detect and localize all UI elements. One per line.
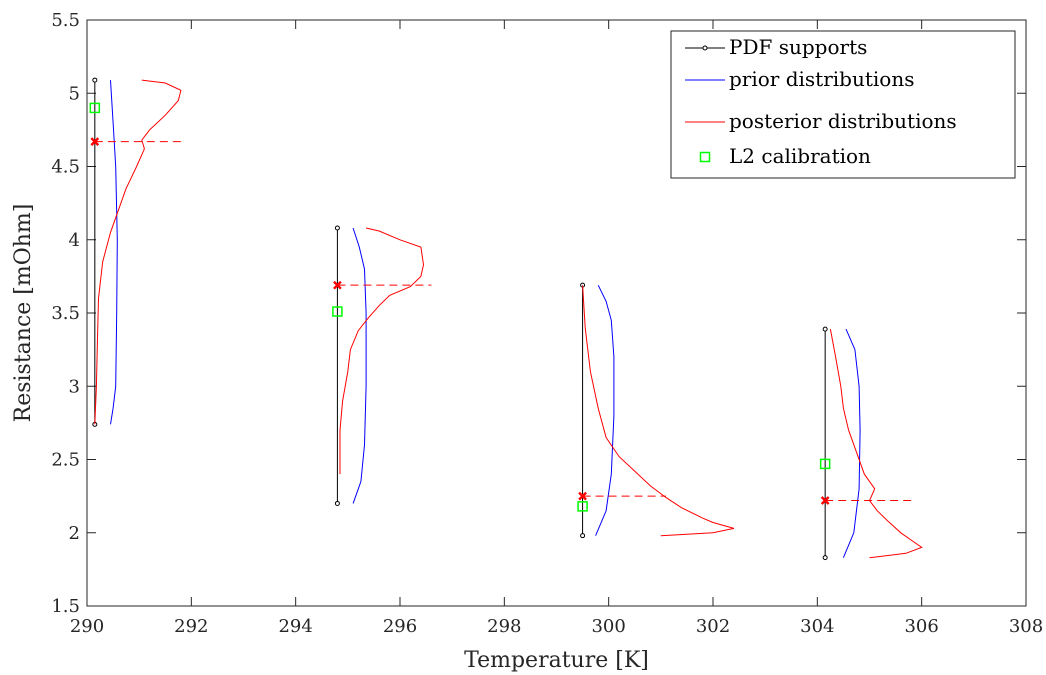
l2-calibration-marker bbox=[819, 458, 831, 470]
legend-label: prior distributions bbox=[729, 67, 914, 91]
x-tick-label: 306 bbox=[904, 616, 938, 637]
prior-distribution-line bbox=[595, 284, 615, 536]
x-tick-label: 298 bbox=[487, 616, 521, 637]
legend-label: L2 calibration bbox=[729, 144, 871, 168]
legend-item-3: posterior distributions bbox=[685, 109, 957, 133]
y-axis-title: Resistance [mOhm] bbox=[11, 204, 36, 423]
prior-distribution-line bbox=[110, 80, 118, 425]
y-tick-label: 4.5 bbox=[51, 157, 80, 178]
x-tick-label: 302 bbox=[696, 616, 730, 637]
posterior-map-marker bbox=[90, 137, 100, 146]
y-tick-label: 2 bbox=[69, 523, 80, 544]
y-axis: 1.5 2 2.5 3 3.5 4 4.5 5 5.5 bbox=[51, 10, 1026, 617]
legend-item-4: L2 calibration bbox=[699, 144, 871, 168]
pdf-support-endpoint bbox=[822, 555, 828, 561]
posterior-distribution-line bbox=[339, 227, 425, 475]
legend: PDF supports prior distributions posterior… bbox=[670, 30, 1016, 179]
posterior-distribution-line bbox=[94, 79, 182, 425]
posterior-distribution-line bbox=[829, 329, 923, 559]
y-tick-label: 2.5 bbox=[51, 450, 80, 471]
pdf-support-endpoint bbox=[92, 77, 98, 83]
distribution-group-1 bbox=[89, 77, 182, 427]
y-tick-label: 1.5 bbox=[51, 596, 80, 617]
x-axis-title: Temperature [K] bbox=[464, 648, 649, 673]
plot-frame bbox=[86, 19, 1027, 607]
y-tick-label: 3.5 bbox=[51, 303, 80, 324]
y-tick-label: 3 bbox=[69, 376, 80, 397]
legend-item-1: PDF supports bbox=[685, 35, 867, 59]
x-tick-label: 294 bbox=[278, 616, 312, 637]
x-tick-label: 296 bbox=[383, 616, 417, 637]
y-tick-label: 4 bbox=[69, 230, 80, 251]
legend-swatch bbox=[699, 151, 711, 163]
x-tick-label: 290 bbox=[70, 616, 104, 637]
prior-distribution-line bbox=[352, 227, 367, 504]
posterior-map-marker bbox=[333, 280, 342, 290]
x-axis: 290 292 294 296 298 300 302 304 306 308 bbox=[70, 20, 1043, 637]
x-tick-label: 308 bbox=[1009, 616, 1043, 637]
y-tick-label: 5 bbox=[69, 83, 80, 104]
prior-distribution-line bbox=[842, 328, 861, 558]
legend-swatch-marker bbox=[702, 45, 708, 51]
pdf-support-endpoint bbox=[822, 326, 828, 332]
posterior-map-marker bbox=[820, 496, 830, 505]
posterior-map-marker bbox=[578, 491, 587, 501]
pdf-support-endpoint bbox=[334, 225, 340, 231]
pdf-support-endpoint bbox=[334, 500, 340, 506]
distribution-group-2 bbox=[332, 225, 432, 506]
series-layer bbox=[89, 77, 923, 561]
legend-label: posterior distributions bbox=[729, 109, 957, 133]
pdf-support-endpoint bbox=[580, 533, 586, 539]
x-tick-label: 292 bbox=[174, 616, 208, 637]
x-tick-label: 304 bbox=[800, 616, 834, 637]
l2-calibration-marker bbox=[332, 306, 343, 317]
l2-calibration-marker bbox=[577, 501, 588, 512]
y-tick-label: 5.5 bbox=[51, 10, 80, 31]
legend-item-2: prior distributions bbox=[685, 67, 914, 91]
l2-calibration-marker bbox=[89, 102, 101, 114]
legend-box bbox=[670, 30, 1016, 179]
distribution-group-4 bbox=[819, 326, 923, 561]
distribution-group-3 bbox=[577, 282, 735, 539]
legend-label: PDF supports bbox=[729, 35, 867, 59]
posterior-distribution-line bbox=[582, 285, 735, 537]
x-tick-label: 300 bbox=[591, 616, 625, 637]
